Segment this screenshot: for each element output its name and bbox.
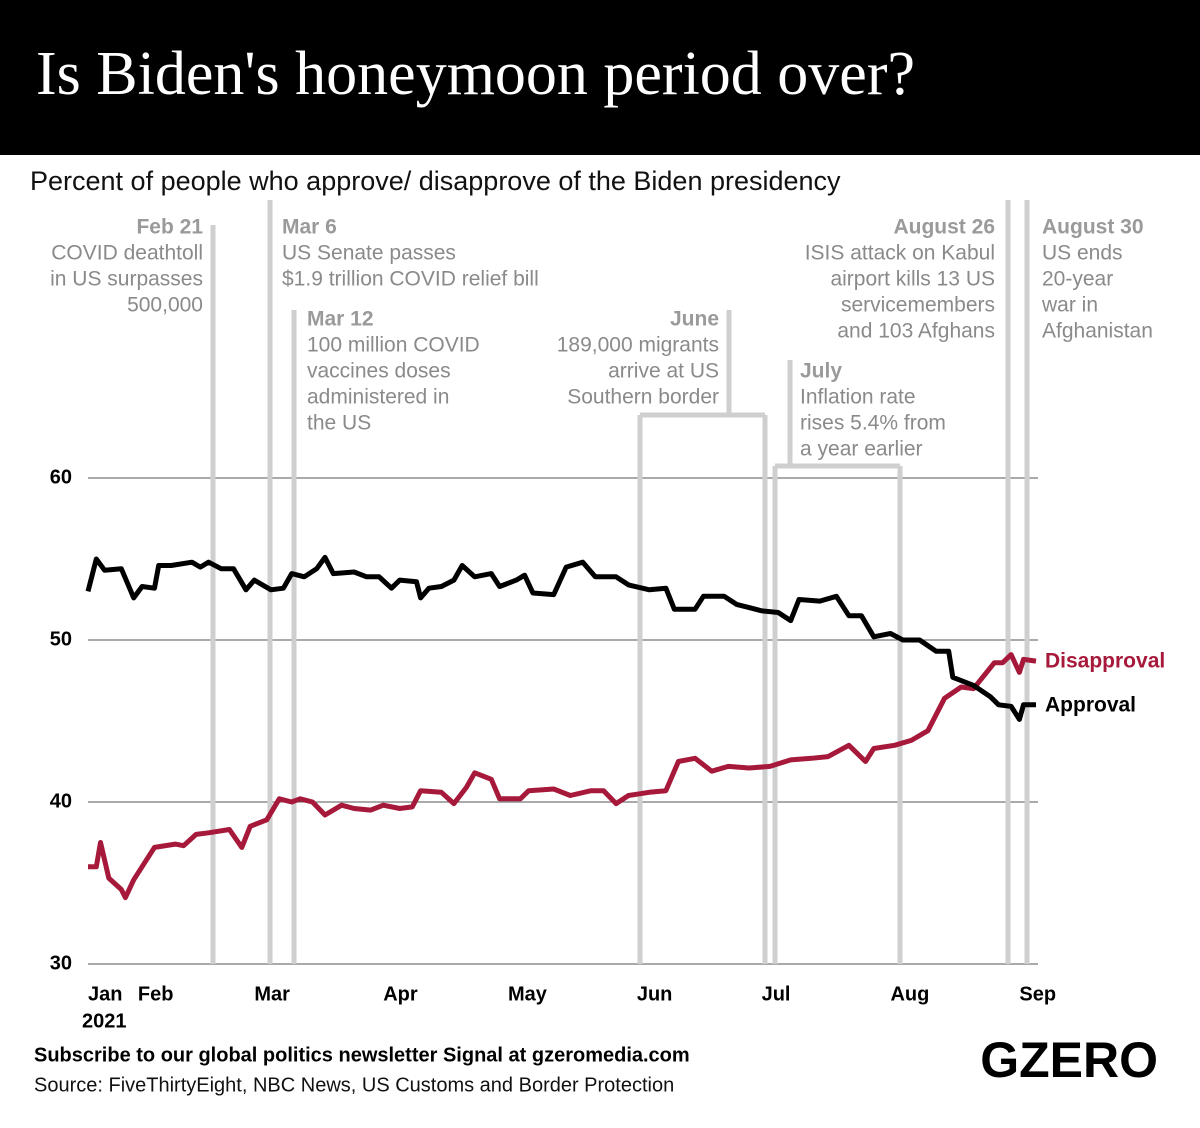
annotation-text: the US <box>307 412 371 435</box>
y-tick-label: 40 <box>50 790 72 812</box>
annotation-text: war in <box>1041 294 1098 317</box>
x-tick-label: Mar <box>254 983 290 1005</box>
annotation-text: Afghanistan <box>1042 320 1153 343</box>
annotation-text: US Senate passes <box>282 242 456 265</box>
annotation-date: Mar 12 <box>307 308 374 331</box>
annotation-text: COVID deathtoll <box>51 242 203 265</box>
annotation-text: 20-year <box>1042 268 1113 291</box>
annotation-text: $1.9 trillion COVID relief bill <box>282 268 539 291</box>
logo: GZERO <box>980 1032 1158 1088</box>
y-tick-label: 30 <box>50 952 72 974</box>
series-label: Disapproval <box>1045 650 1165 673</box>
annotation-text: Southern border <box>567 386 719 409</box>
series-line <box>85 554 1036 722</box>
annotation-text: Inflation rate <box>800 386 916 409</box>
x-tick-label: Jun <box>637 983 673 1005</box>
subtitle: Percent of people who approve/ disapprov… <box>30 166 841 196</box>
x-tick-label: Jul <box>762 983 791 1005</box>
x-tick-label: Jan <box>88 983 122 1005</box>
source: Source: FiveThirtyEight, NBC News, US Cu… <box>34 1074 674 1096</box>
annotation-text: servicemembers <box>841 294 995 317</box>
annotation-date: August 30 <box>1042 216 1144 239</box>
y-tick-label: 60 <box>50 466 72 488</box>
annotation-date: Mar 6 <box>282 216 337 239</box>
annotation-text: US ends <box>1042 242 1123 265</box>
annotation-date: June <box>670 308 719 331</box>
annotation-text: arrive at US <box>608 360 719 383</box>
series-label: Approval <box>1045 693 1136 716</box>
annotation-date: August 26 <box>893 216 995 239</box>
footer: Subscribe to our global politics newslet… <box>34 1044 690 1066</box>
annotation-text: a year earlier <box>800 438 923 461</box>
x-tick-label: Apr <box>383 983 418 1005</box>
annotation-text: 500,000 <box>127 294 203 317</box>
annotation-date: Feb 21 <box>136 216 203 239</box>
x-tick-label: Aug <box>890 983 929 1005</box>
series-line <box>88 652 1037 901</box>
annotation-text: 100 million COVID <box>307 334 480 357</box>
x-tick-label: May <box>508 983 548 1005</box>
y-tick-label: 50 <box>50 628 72 650</box>
title-band <box>0 0 1200 155</box>
annotation-text: airport kills 13 US <box>830 268 995 291</box>
annotation-text: administered in <box>307 386 449 409</box>
annotation-text: in US surpasses <box>50 268 203 291</box>
annotation-text: rises 5.4% from <box>800 412 946 435</box>
x-tick-label: Feb <box>138 983 174 1005</box>
annotation-date: July <box>800 360 842 383</box>
annotation-text: 189,000 migrants <box>557 334 719 357</box>
annotation-text: and 103 Afghans <box>837 320 995 343</box>
x-tick-label: Sep <box>1019 983 1056 1005</box>
x-axis-label: 2021 <box>82 1010 127 1032</box>
annotation-text: ISIS attack on Kabul <box>805 242 995 265</box>
chart-title: Is Biden's honeymoon period over? <box>36 40 915 108</box>
annotation-text: vaccines doses <box>307 360 451 383</box>
